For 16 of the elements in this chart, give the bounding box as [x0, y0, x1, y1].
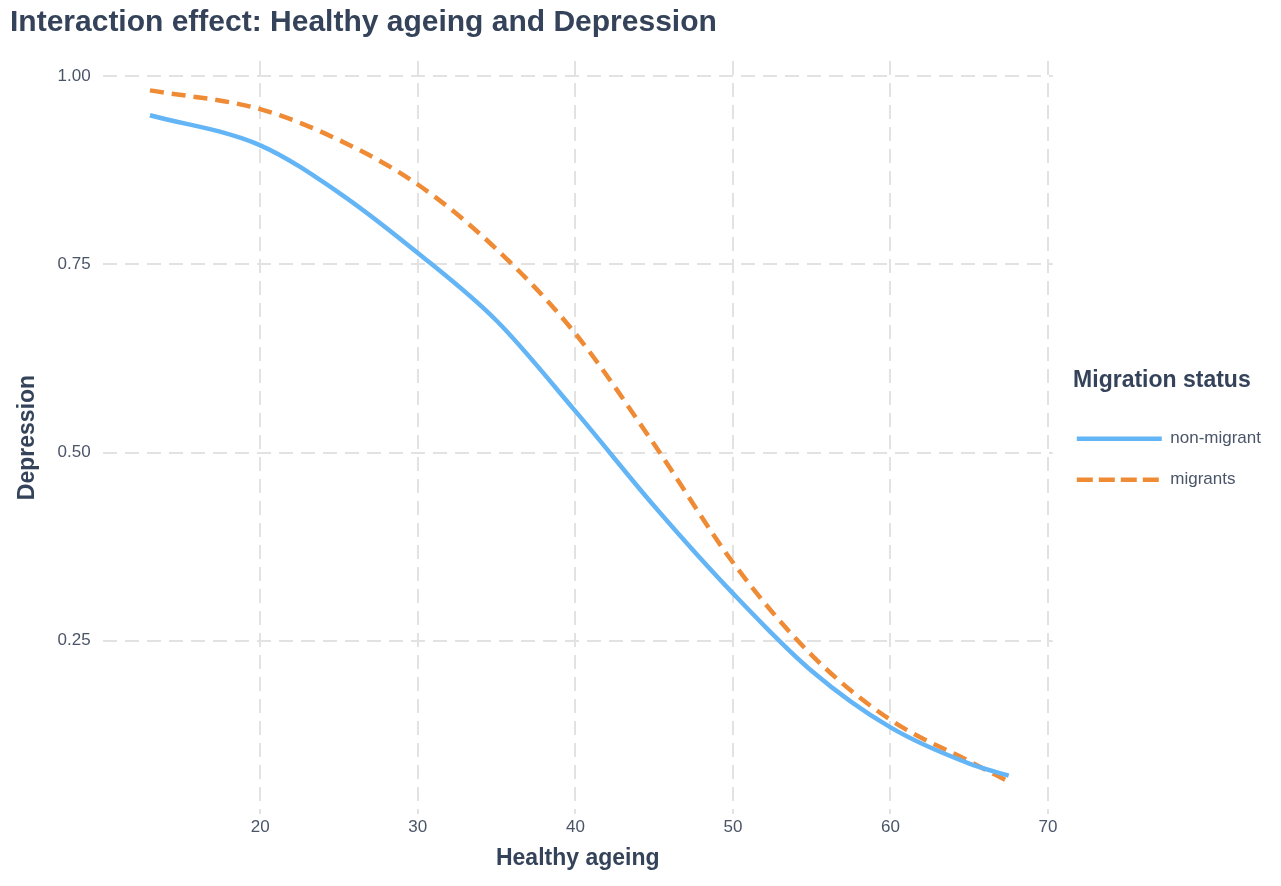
x-tick-label: 40: [565, 816, 585, 836]
legend-label: migrants: [1170, 469, 1236, 489]
x-axis-title: Healthy ageing: [495, 843, 660, 870]
y-tick-label: 1.00: [57, 65, 91, 85]
y-tick-label: 0.75: [57, 254, 91, 273]
x-tick-label: 30: [408, 816, 428, 836]
x-tick-label: 70: [1038, 816, 1058, 836]
y-tick-label: 0.25: [57, 630, 91, 650]
y-axis-title: Depression: [13, 374, 40, 501]
x-tick-label: 20: [250, 816, 270, 836]
y-tick-label: 0.50: [57, 442, 91, 462]
legend-label: non-migrant: [1170, 428, 1262, 448]
x-tick-label: 50: [723, 816, 743, 836]
legend-title: Migration status: [1073, 365, 1251, 392]
x-tick-label: 60: [881, 816, 900, 836]
chart-title: Interaction effect: Healthy ageing and Depression: [10, 4, 717, 38]
